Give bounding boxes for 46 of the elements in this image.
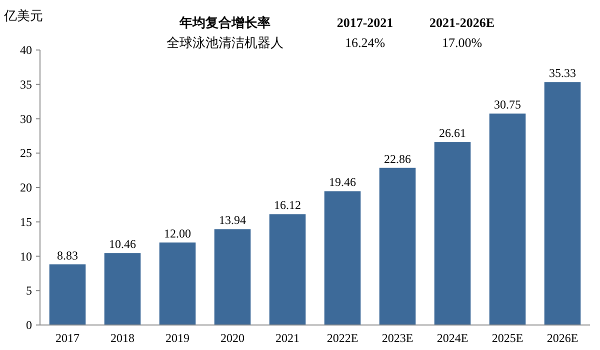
x-tick-label: 2017 xyxy=(56,331,80,345)
y-tick-label: 30 xyxy=(20,112,32,126)
data-label: 16.12 xyxy=(274,198,301,212)
data-label: 19.46 xyxy=(329,175,356,190)
y-tick-label: 15 xyxy=(20,214,32,229)
y-tick-label: 40 xyxy=(20,43,32,57)
x-tick-label: 2026E xyxy=(546,331,578,345)
data-label: 26.61 xyxy=(439,126,466,140)
x-tick-label: 2018 xyxy=(110,331,134,345)
x-tick-label: 2023E xyxy=(382,331,414,345)
bar xyxy=(269,214,306,325)
bar xyxy=(324,191,361,325)
x-tick-label: 2020 xyxy=(220,331,244,345)
annotation: 16.24% xyxy=(344,35,386,50)
text: 年均复合增长率 xyxy=(178,15,270,30)
x-tick-label: 2021 xyxy=(276,331,300,345)
y-tick-label: 5 xyxy=(26,284,32,298)
y-tick-label: 10 xyxy=(20,249,32,264)
data-label: 30.75 xyxy=(494,98,521,112)
data-label: 12.00 xyxy=(164,226,191,240)
annotation: 全球泳池清洁机器人 xyxy=(166,35,284,50)
y-tick-label: 0 xyxy=(26,318,32,332)
x-tick-label: 2025E xyxy=(492,331,524,345)
text: 2021-2026E xyxy=(430,15,494,30)
bar xyxy=(379,168,416,325)
data-label: 8.83 xyxy=(57,248,78,262)
data-label: 13.94 xyxy=(219,213,246,228)
bar xyxy=(49,264,86,325)
bar xyxy=(544,82,581,325)
bar xyxy=(159,242,196,325)
x-tick-label: 2024E xyxy=(436,331,468,345)
data-label: 35.33 xyxy=(549,66,576,80)
y-tick-label: 20 xyxy=(20,180,32,194)
y-tick-label: 35 xyxy=(20,77,32,92)
y-axis-title: 亿美元 xyxy=(3,8,43,23)
data-label: 10.46 xyxy=(109,237,136,252)
bar xyxy=(434,142,471,325)
bar xyxy=(104,253,141,325)
x-tick-label: 2022E xyxy=(326,331,358,345)
bar xyxy=(489,114,526,325)
annotation: 17.00% xyxy=(442,35,482,50)
text: 2017-2021 xyxy=(336,15,394,30)
bar xyxy=(214,229,251,325)
x-tick-label: 2019 xyxy=(166,331,190,345)
y-tick-label: 25 xyxy=(20,146,32,160)
data-label: 22.86 xyxy=(384,152,411,166)
